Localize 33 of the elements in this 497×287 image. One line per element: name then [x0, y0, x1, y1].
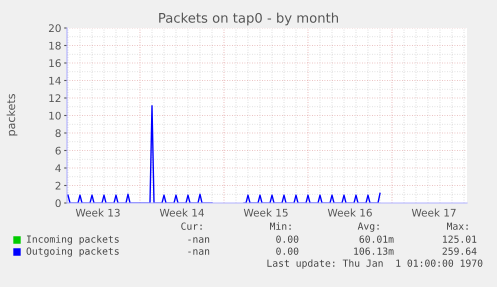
legend-label: Incoming packets — [26, 235, 119, 245]
text: 60.01m — [360, 235, 394, 243]
y-tick-label: 20 — [48, 24, 61, 32]
y-tick-label: 14 — [49, 76, 61, 84]
legend-label: Outgoing packets — [26, 247, 119, 257]
text: Cur: — [181, 222, 202, 230]
y-axis-title: packets — [6, 94, 18, 136]
y-tick-label: 16 — [49, 59, 61, 68]
y-tick-label: 18 — [49, 42, 61, 50]
text: Last update: Thu Jan 1 01:00:00 1970 — [267, 259, 482, 269]
x-tick-label: Week 14 — [160, 208, 204, 217]
chart-title: Packets on tap0 - by month — [159, 12, 338, 26]
text: -nan — [188, 237, 210, 243]
text: -nan — [188, 249, 210, 255]
y-tick-label: 10 — [49, 112, 61, 120]
x-tick-label: Week 17 — [412, 208, 456, 217]
text: 0.00 — [276, 235, 298, 243]
text: 125.01 — [443, 235, 476, 243]
text: Max: — [446, 222, 468, 230]
y-tick-label: 6 — [56, 146, 61, 155]
text: 259.64 — [442, 247, 477, 255]
y-tick-label: 4 — [55, 164, 61, 172]
x-tick-label: Week 16 — [328, 208, 372, 217]
y-tick-label: 8 — [56, 129, 61, 138]
text: 106.13m — [354, 247, 394, 255]
y-tick-label: 2 — [56, 182, 60, 190]
x-tick-label: Week 15 — [244, 208, 288, 217]
text: Min: — [270, 222, 291, 230]
text: Avg: — [358, 222, 379, 232]
y-tick-label: 0 — [56, 199, 61, 208]
text: 0.00 — [276, 247, 298, 255]
x-tick-label: Week 13 — [76, 208, 120, 217]
y-tick-label: 12 — [49, 94, 60, 102]
